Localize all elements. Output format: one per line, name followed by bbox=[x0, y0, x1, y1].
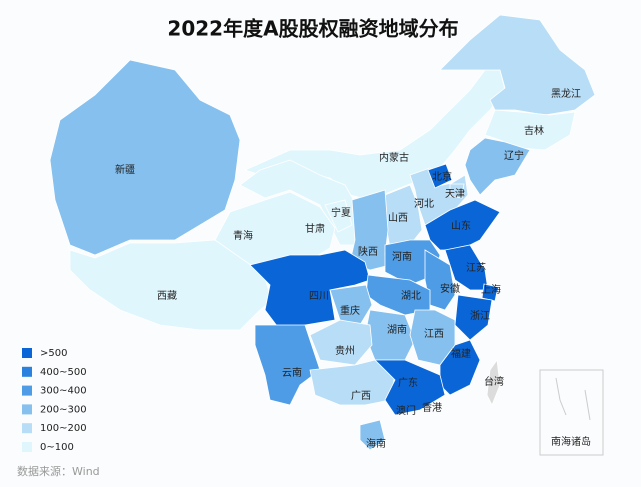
legend-swatch bbox=[22, 404, 32, 415]
province-label: 黑龙江 bbox=[551, 87, 581, 100]
province-label: 河南 bbox=[392, 250, 412, 263]
province-shape bbox=[249, 249, 371, 331]
province-label: 内蒙古 bbox=[379, 151, 409, 164]
legend: >500 400~500 300~400 200~300 100~200 0~100 bbox=[22, 348, 87, 453]
source: 数据来源：Wind bbox=[17, 464, 100, 478]
provinces bbox=[49, 14, 596, 451]
province-label: 河北 bbox=[414, 198, 434, 210]
province-shape bbox=[481, 283, 499, 302]
inset-box bbox=[539, 369, 604, 456]
province-label: 新疆 bbox=[115, 163, 135, 176]
province-label: 北京 bbox=[432, 170, 452, 183]
province-shape bbox=[424, 249, 456, 311]
province-shape bbox=[449, 183, 465, 199]
province-shape bbox=[454, 294, 493, 341]
province-label: 陕西 bbox=[358, 245, 378, 258]
legend-label: 0~100 bbox=[40, 442, 74, 453]
province-shape bbox=[329, 284, 373, 326]
province-shape bbox=[486, 358, 501, 406]
province-label: 广西 bbox=[351, 390, 371, 402]
province-label: 甘肃 bbox=[305, 222, 325, 235]
province-shape bbox=[484, 109, 576, 151]
legend-label: 100~200 bbox=[40, 423, 87, 434]
province-label: 浙江 bbox=[470, 310, 490, 322]
province-shape bbox=[439, 14, 596, 116]
province-label: 辽宁 bbox=[504, 149, 524, 162]
province-label: 台湾 bbox=[484, 375, 504, 388]
legend-label: 200~300 bbox=[40, 404, 87, 415]
province-shape bbox=[254, 324, 321, 406]
province-label: 天津 bbox=[445, 188, 465, 200]
province-label: 江西 bbox=[424, 328, 444, 340]
legend-swatch bbox=[22, 442, 32, 452]
province-shape bbox=[374, 359, 446, 416]
province-label: 吉林 bbox=[524, 124, 544, 137]
province-label: 海南 bbox=[366, 437, 386, 450]
province-shape bbox=[359, 419, 386, 451]
legend-label: 400~500 bbox=[40, 367, 87, 378]
legend-label: 300~400 bbox=[40, 386, 87, 397]
inset-label: 南海诸岛 bbox=[551, 435, 591, 448]
province-label: 云南 bbox=[282, 366, 302, 379]
legend-label: >500 bbox=[40, 348, 67, 359]
province-shape bbox=[49, 59, 241, 256]
province-shape bbox=[424, 199, 501, 251]
province-label: 西藏 bbox=[157, 290, 177, 302]
legend-swatch bbox=[22, 385, 32, 396]
province-label: 山西 bbox=[388, 212, 408, 224]
province-label: 重庆 bbox=[340, 304, 360, 317]
province-label: 青海 bbox=[233, 229, 253, 242]
legend-swatch bbox=[22, 423, 32, 434]
province-label: 安徽 bbox=[440, 282, 460, 295]
province-label: 山东 bbox=[451, 219, 471, 232]
province-label: 澳门 bbox=[396, 404, 416, 417]
province-label: 湖北 bbox=[401, 290, 421, 302]
legend-swatch bbox=[22, 348, 32, 358]
province-label: 湖南 bbox=[387, 323, 407, 336]
province-label: 广东 bbox=[398, 376, 418, 389]
province-label: 香港 bbox=[422, 402, 442, 414]
inset-coast bbox=[555, 377, 591, 421]
province-shape bbox=[324, 199, 353, 233]
province-shape bbox=[464, 137, 531, 196]
title: 2022年度A股股权融资地域分布 bbox=[167, 17, 458, 41]
province-shape bbox=[427, 163, 453, 189]
province-label: 江苏 bbox=[466, 261, 486, 274]
province-shape bbox=[444, 244, 489, 291]
province-label: 贵州 bbox=[335, 344, 355, 357]
province-shape bbox=[309, 319, 373, 366]
province-label: 上海 bbox=[481, 283, 501, 296]
province-label: 福建 bbox=[451, 347, 471, 360]
legend-swatch bbox=[22, 366, 32, 377]
province-label: 宁夏 bbox=[331, 206, 351, 219]
province-label: 四川 bbox=[309, 291, 329, 302]
